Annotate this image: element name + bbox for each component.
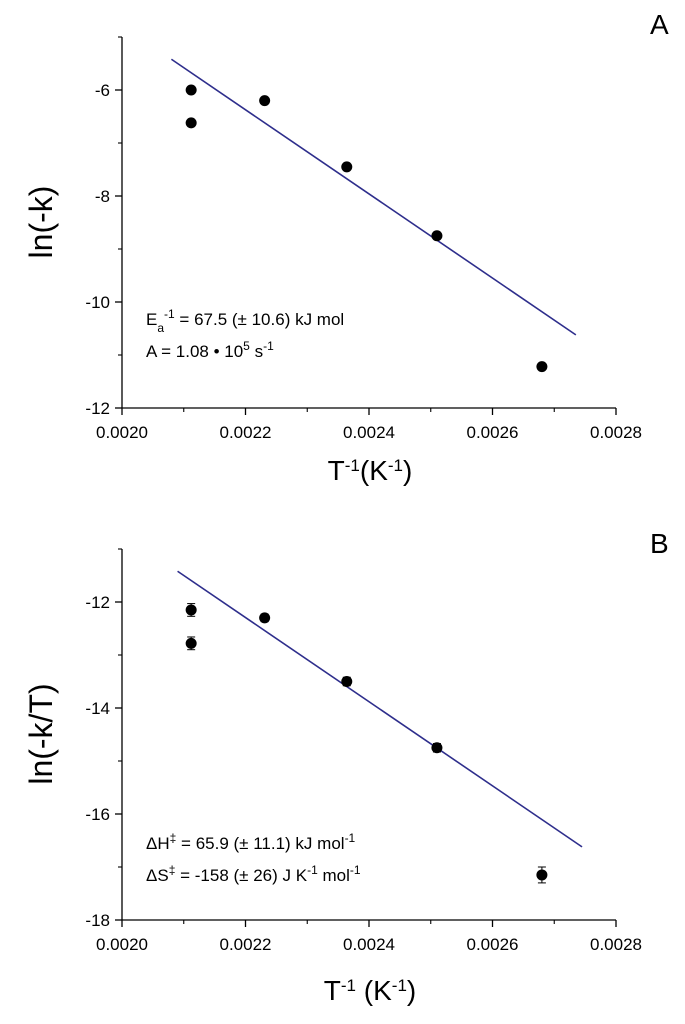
data-point bbox=[185, 84, 197, 96]
annot-sup: ‡ bbox=[170, 831, 177, 845]
data-point bbox=[185, 604, 197, 616]
data-point bbox=[536, 361, 548, 373]
x-tick-label: 0.0028 bbox=[590, 935, 642, 954]
data-point bbox=[259, 95, 271, 107]
data-point bbox=[431, 230, 443, 242]
x-title-end: ) bbox=[407, 975, 416, 1006]
x-title-end: ) bbox=[403, 455, 412, 486]
x-tick-label: 0.0020 bbox=[96, 423, 148, 442]
data-point bbox=[341, 676, 353, 687]
annot-base: ΔS bbox=[146, 866, 169, 885]
x-title-unit-sup: -1 bbox=[388, 456, 403, 475]
annot-base: A = 1.08 • 10 bbox=[146, 342, 243, 361]
x-title-unit: (K bbox=[360, 455, 388, 486]
x-tick-label: 0.0022 bbox=[220, 935, 272, 954]
annot-base: E bbox=[146, 310, 157, 329]
annot-text: = 65.9 (± 11.1) kJ mol bbox=[176, 834, 344, 853]
y-tick-label: -16 bbox=[85, 805, 110, 824]
y-axis-title: ln(-k/T) bbox=[23, 683, 59, 784]
x-tick-label: 0.0024 bbox=[343, 423, 395, 442]
y-tick-label: -6 bbox=[95, 81, 110, 100]
y-tick-label: -12 bbox=[85, 399, 110, 418]
y-tick-label: -18 bbox=[85, 911, 110, 930]
x-title-sup: -1 bbox=[345, 456, 360, 475]
x-title-unit-sup: -1 bbox=[392, 976, 407, 995]
annot-sup: -1 bbox=[164, 307, 175, 321]
y-tick-label: -8 bbox=[95, 187, 110, 206]
annot-sup: 5 bbox=[243, 339, 250, 353]
data-point bbox=[431, 742, 443, 754]
x-axis-title: T-1 (K-1) bbox=[324, 975, 416, 1006]
data-point bbox=[341, 161, 353, 173]
x-tick-label: 0.0026 bbox=[467, 423, 519, 442]
fit-annotation: ΔH‡ = 65.9 (± 11.1) kJ mol-1 bbox=[146, 831, 356, 853]
y-tick-label: -10 bbox=[85, 293, 110, 312]
annot-text: = -158 (± 26) J K bbox=[175, 866, 307, 885]
x-title-sup: -1 bbox=[341, 976, 356, 995]
fit-annotation: Ea-1 = 67.5 (± 10.6) kJ mol bbox=[146, 307, 344, 335]
annot-sup: -1 bbox=[263, 339, 274, 353]
x-tick-label: 0.0022 bbox=[220, 423, 272, 442]
y-axis-title: ln(-k) bbox=[23, 186, 59, 259]
fit-line bbox=[177, 570, 583, 848]
annot-sup: -1 bbox=[307, 863, 318, 877]
y-tick-label: -12 bbox=[85, 593, 110, 612]
annot-sup: -1 bbox=[345, 831, 356, 845]
x-tick-label: 0.0028 bbox=[590, 423, 642, 442]
annot-text: s bbox=[250, 342, 263, 361]
panel-label: A bbox=[650, 9, 669, 40]
data-point bbox=[185, 117, 197, 129]
fit-annotation: ΔS‡ = -158 (± 26) J K-1 mol-1 bbox=[146, 863, 361, 885]
x-title-base: T bbox=[328, 455, 345, 486]
fit-annotation: A = 1.08 • 105 s-1 bbox=[146, 339, 274, 361]
annot-sup: -1 bbox=[350, 863, 361, 877]
x-tick-label: 0.0020 bbox=[96, 935, 148, 954]
fit-line bbox=[170, 58, 577, 336]
chart-panel-b: 0.0020 0.0022 0.0024 0.0026 0.0028 -18 -16 -14 -… bbox=[23, 528, 669, 1006]
data-point bbox=[259, 612, 271, 624]
panel-label: B bbox=[650, 528, 669, 559]
x-axis-title: T-1(K-1) bbox=[328, 455, 413, 486]
annot-sup: ‡ bbox=[169, 863, 176, 877]
x-tick-label: 0.0024 bbox=[343, 935, 395, 954]
annot-text: = 67.5 (± 10.6) kJ mol bbox=[175, 310, 345, 329]
annot-base: ΔH bbox=[146, 834, 170, 853]
annot-sub: a bbox=[157, 321, 164, 335]
chart-panel-a: 0.0020 0.0022 0.0024 0.0026 0.0028 -12 -10 -8 -6… bbox=[23, 9, 669, 486]
annot-text: mol bbox=[318, 866, 350, 885]
data-point bbox=[185, 637, 197, 649]
x-tick-label: 0.0026 bbox=[467, 935, 519, 954]
x-title-unit: (K bbox=[356, 975, 392, 1006]
x-title-base: T bbox=[324, 975, 341, 1006]
y-tick-label: -14 bbox=[85, 699, 110, 718]
data-point bbox=[536, 869, 548, 881]
